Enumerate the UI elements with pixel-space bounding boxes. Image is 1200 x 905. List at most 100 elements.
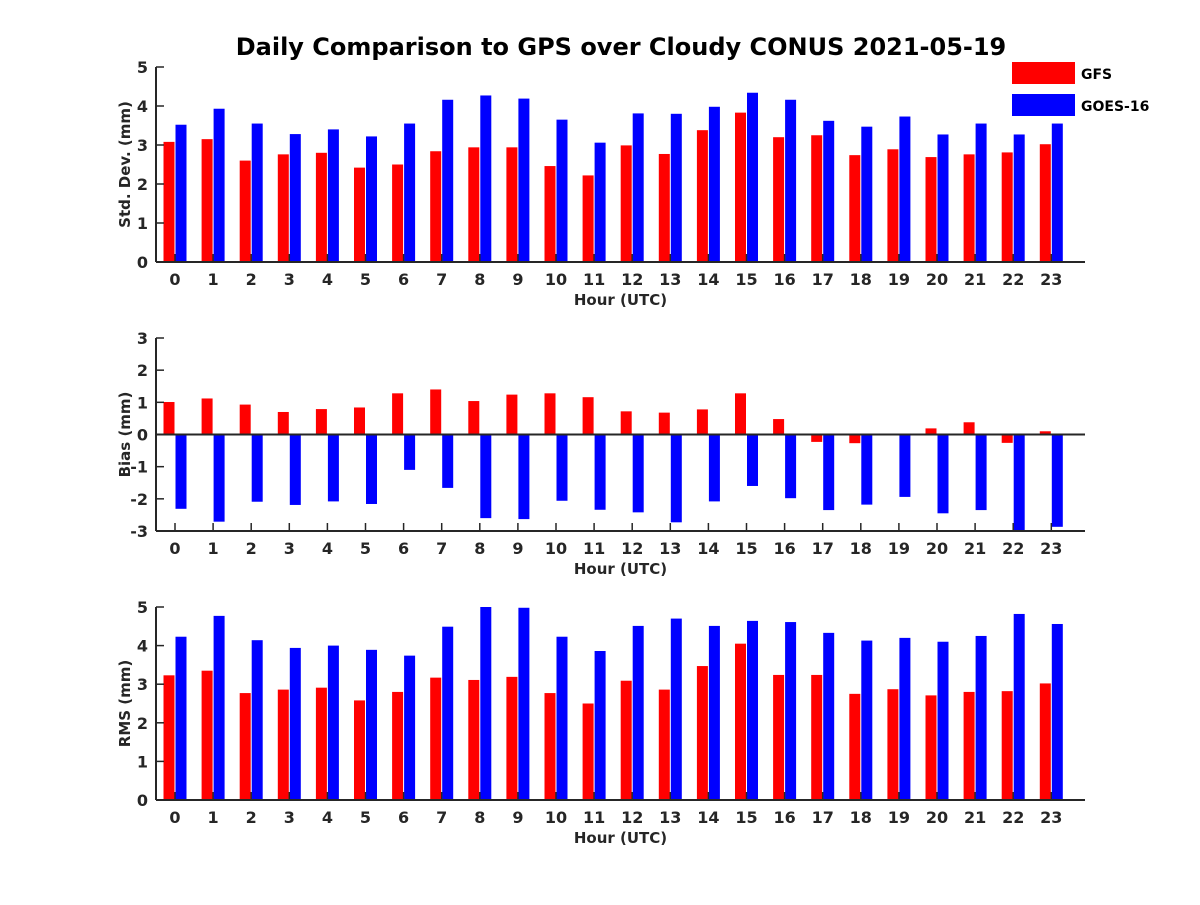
x-tick-label: 21 <box>964 270 986 289</box>
bar <box>518 98 530 262</box>
legend: GFS GOES-16 <box>1012 62 1149 116</box>
x-tick-label: 15 <box>735 539 757 558</box>
x-tick-label: 23 <box>1040 270 1062 289</box>
bar <box>670 113 682 262</box>
y-tick-label: 0 <box>137 791 148 810</box>
y-tick-label: 3 <box>137 329 148 348</box>
x-tick-label: 3 <box>284 808 295 827</box>
bar <box>582 703 594 800</box>
bar <box>849 434 861 444</box>
bar <box>277 411 289 435</box>
y-tick-label: -2 <box>130 490 148 509</box>
bar <box>747 620 758 800</box>
bar <box>239 160 251 262</box>
bar <box>175 636 187 800</box>
legend-swatch <box>1012 62 1075 84</box>
bar <box>708 106 720 262</box>
bar <box>925 428 937 435</box>
x-tick-label: 10 <box>545 270 567 289</box>
x-tick-label: 17 <box>812 808 834 827</box>
bar <box>468 147 480 262</box>
bar <box>735 643 746 800</box>
series-gfs <box>163 389 1051 444</box>
x-tick-label: 5 <box>360 539 371 558</box>
bar <box>670 434 682 523</box>
bar <box>861 126 873 262</box>
x-tick-label: 13 <box>659 808 681 827</box>
bar <box>544 166 556 262</box>
x-tick-label: 16 <box>773 270 795 289</box>
bar <box>747 92 758 263</box>
bar <box>239 693 251 800</box>
bar <box>430 151 442 262</box>
x-tick-label: 0 <box>169 270 180 289</box>
x-tick-label: 10 <box>545 539 567 558</box>
x-axis-label: Hour (UTC) <box>574 560 667 578</box>
bar <box>1051 623 1063 800</box>
y-tick-label: 2 <box>137 361 148 380</box>
y-tick-label: 0 <box>137 426 148 445</box>
bar <box>899 637 911 800</box>
bar <box>594 142 606 262</box>
y-tick-label: 1 <box>137 214 148 233</box>
x-tick-label: 2 <box>246 270 257 289</box>
x-tick-label: 23 <box>1040 808 1062 827</box>
bar <box>670 618 682 800</box>
bar <box>1039 144 1051 262</box>
x-tick-label: 12 <box>621 270 643 289</box>
bar <box>213 108 225 262</box>
bar <box>1013 434 1025 531</box>
x-tick-label: 7 <box>436 539 447 558</box>
bar <box>506 147 518 262</box>
x-tick-label: 6 <box>398 539 409 558</box>
x-tick-label: 12 <box>621 808 643 827</box>
bar <box>773 674 785 800</box>
bar <box>620 145 632 262</box>
bar <box>327 645 339 800</box>
bar <box>696 409 708 435</box>
y-tick-label: -1 <box>130 458 148 477</box>
legend-label: GOES-16 <box>1081 99 1149 115</box>
x-tick-label: 6 <box>398 270 409 289</box>
x-tick-label: 22 <box>1002 270 1024 289</box>
bar <box>849 693 861 800</box>
bar <box>1013 134 1025 262</box>
bar <box>213 615 225 800</box>
y-tick-label: 2 <box>137 175 148 194</box>
x-axis-label: Hour (UTC) <box>574 291 667 309</box>
x-tick-label: 9 <box>512 808 523 827</box>
bar <box>468 401 480 435</box>
x-tick-label: 18 <box>850 808 872 827</box>
x-tick-label: 7 <box>436 808 447 827</box>
bar <box>823 632 835 800</box>
x-tick-label: 5 <box>360 270 371 289</box>
bar <box>201 398 213 435</box>
x-tick-label: 3 <box>284 270 295 289</box>
bar <box>861 640 873 800</box>
y-tick-label: 3 <box>137 675 148 694</box>
bar <box>442 626 454 800</box>
bar <box>163 402 175 435</box>
bar <box>696 666 708 800</box>
bar <box>404 655 416 800</box>
bar <box>1051 123 1063 262</box>
x-tick-label: 17 <box>812 539 834 558</box>
bar <box>327 129 339 262</box>
bar <box>366 434 377 504</box>
bar <box>785 434 797 499</box>
x-tick-label: 22 <box>1002 808 1024 827</box>
bar <box>430 677 442 800</box>
bar <box>1051 434 1063 527</box>
x-tick-label: 4 <box>322 539 333 558</box>
x-tick-label: 3 <box>284 539 295 558</box>
x-tick-label: 2 <box>246 808 257 827</box>
x-tick-label: 20 <box>926 270 948 289</box>
bar <box>1001 434 1013 443</box>
bar <box>937 134 949 262</box>
bar <box>582 397 594 435</box>
bar <box>811 674 823 800</box>
series-gfs <box>163 112 1051 262</box>
bar <box>735 112 746 262</box>
